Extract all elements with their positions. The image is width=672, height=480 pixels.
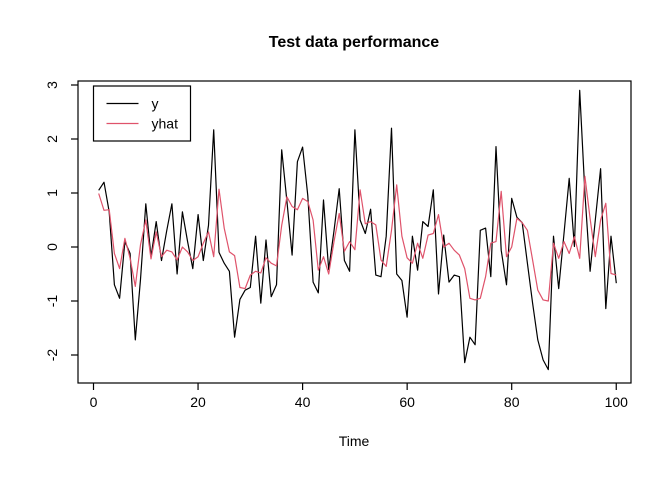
x-tick-label: 20 bbox=[190, 394, 206, 410]
x-tick-label: 80 bbox=[504, 394, 520, 410]
x-tick-label: 0 bbox=[90, 394, 98, 410]
plot-frame bbox=[77, 80, 632, 384]
series-line-y bbox=[98, 89, 617, 371]
y-tick-label: -1 bbox=[44, 295, 60, 308]
plot-title: Test data performance bbox=[269, 34, 440, 51]
x-tick-label: 40 bbox=[295, 394, 311, 410]
x-tick-label: 100 bbox=[605, 394, 629, 410]
x-axis-title: Time bbox=[339, 433, 370, 449]
y-tick-label: -2 bbox=[44, 349, 60, 362]
legend-label-yhat: yhat bbox=[152, 116, 179, 132]
y-tick-label: 1 bbox=[44, 189, 60, 197]
y-tick-label: 3 bbox=[44, 81, 60, 89]
legend-label-y: y bbox=[152, 96, 159, 112]
y-tick-label: 2 bbox=[44, 135, 60, 143]
x-tick-label: 60 bbox=[399, 394, 415, 410]
legend-box bbox=[92, 85, 192, 142]
series-line-yhat bbox=[98, 175, 617, 302]
y-tick-label: 0 bbox=[44, 243, 60, 251]
